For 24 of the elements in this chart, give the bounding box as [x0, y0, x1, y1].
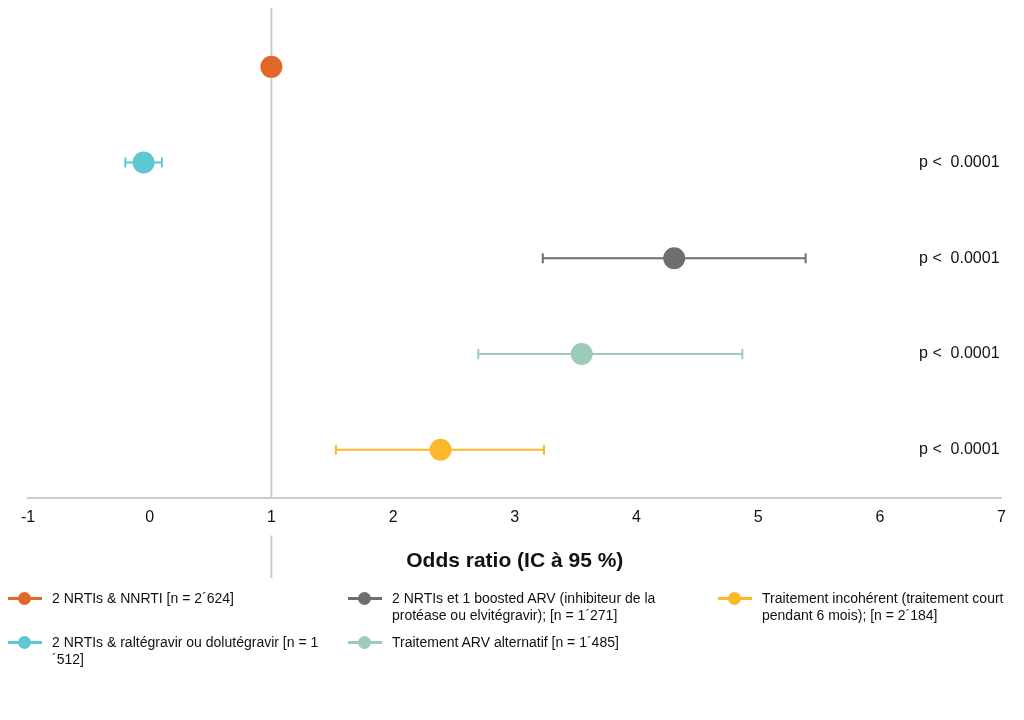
legend-label: Traitement incohérent (traitement court pendant 6 mois); [n = 2´184] — [762, 590, 1005, 624]
legend-label: 2 NRTIs & NNRTI [n = 2´624] — [52, 590, 234, 607]
x-axis-title: Odds ratio (IC à 95 %) — [406, 548, 624, 572]
annotation: p < 0.0001 — [919, 440, 1000, 458]
annotation: p < 0.0001 — [919, 248, 1000, 266]
x-tick-label: 0 — [145, 507, 155, 525]
x-tick-label: 3 — [510, 507, 520, 525]
point — [260, 55, 283, 78]
x-tick-label: 2 — [388, 507, 398, 525]
point — [663, 247, 686, 270]
legend-label: Traitement ARV alternatif [n = 1´485] — [392, 634, 619, 651]
legend-label: 2 NRTIs et 1 boosted ARV (inhibiteur de la protéase ou elvitégravir); [n = 1´271] — [392, 590, 657, 624]
x-tick-label: 1 — [266, 507, 276, 525]
x-tick-label: 5 — [753, 507, 763, 525]
point — [570, 343, 593, 366]
x-tick-label: 7 — [997, 507, 1007, 525]
x-tick-label: 6 — [875, 507, 885, 525]
legend-label: 2 NRTIs & raltégravir ou dolutégravir [n = 1´512] — [52, 634, 320, 668]
annotation: p < 0.0001 — [919, 344, 1000, 362]
point — [132, 151, 155, 174]
x-tick-label: 4 — [632, 507, 642, 525]
annotation: p < 0.0001 — [919, 152, 1000, 170]
x-tick-label: -1 — [20, 507, 36, 525]
point — [429, 438, 452, 461]
